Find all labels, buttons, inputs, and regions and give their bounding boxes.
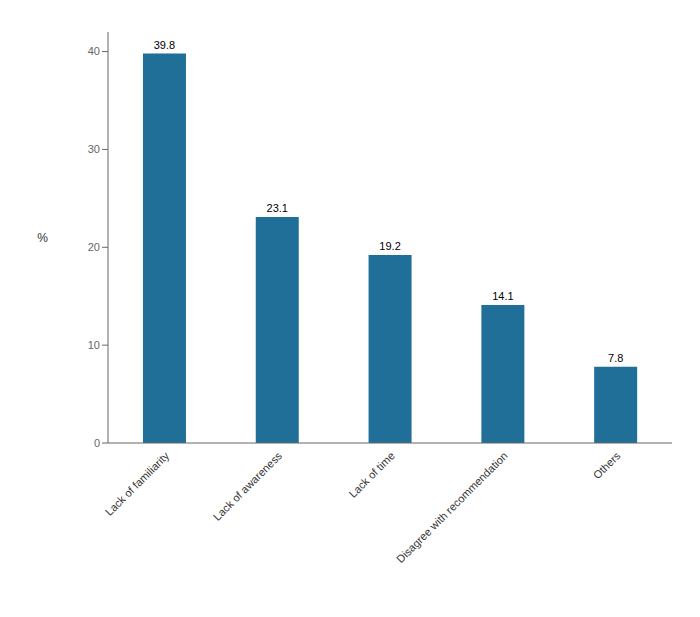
svg-text:Lack of time: Lack of time xyxy=(347,449,397,499)
svg-text:Disagree with recommendation: Disagree with recommendation xyxy=(394,449,510,565)
svg-text:Lack of familiarity: Lack of familiarity xyxy=(103,449,172,518)
svg-text:7.8: 7.8 xyxy=(608,352,623,364)
svg-text:39.8: 39.8 xyxy=(154,39,175,51)
svg-text:0: 0 xyxy=(94,437,100,449)
svg-text:10: 10 xyxy=(88,339,100,351)
svg-text:%: % xyxy=(37,231,48,245)
svg-text:14.1: 14.1 xyxy=(492,290,513,302)
svg-text:19.2: 19.2 xyxy=(379,240,400,252)
svg-text:40: 40 xyxy=(88,45,100,57)
svg-text:20: 20 xyxy=(88,241,100,253)
svg-text:30: 30 xyxy=(88,143,100,155)
svg-text:Lack of awareness: Lack of awareness xyxy=(211,449,285,523)
svg-text:Others: Others xyxy=(591,449,623,481)
svg-text:23.1: 23.1 xyxy=(267,202,288,214)
